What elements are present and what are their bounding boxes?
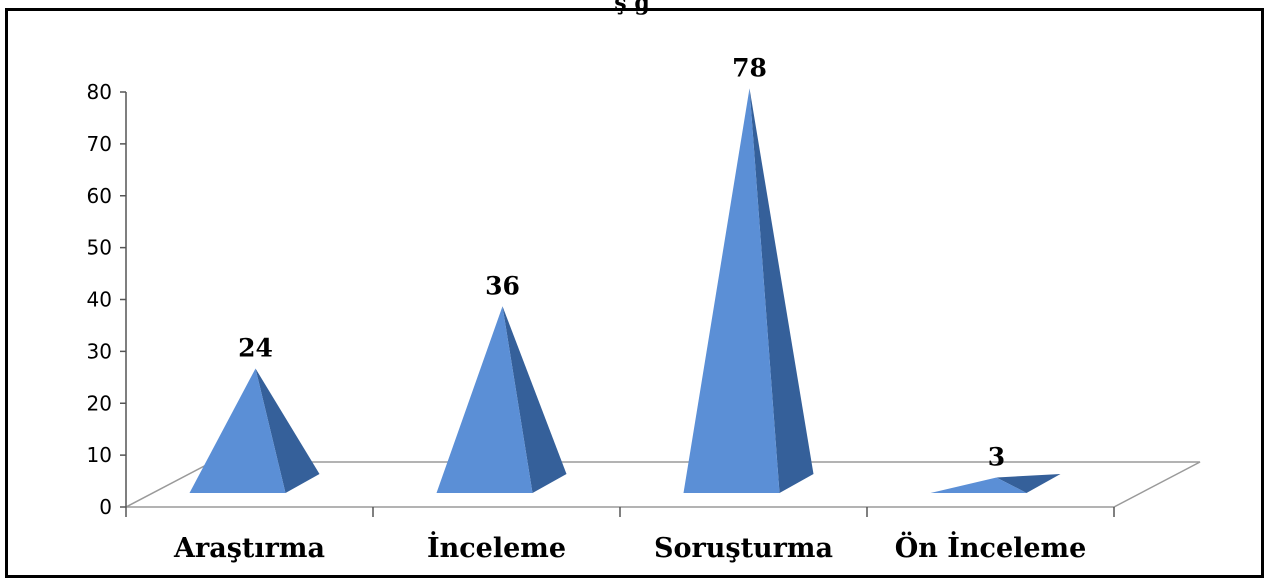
x-axis: Araştırma İnceleme Soruşturma Ön İnceleme — [125, 507, 1115, 564]
chart-title-fragment: ş g — [614, 0, 649, 16]
pyramid-side-face — [502, 306, 567, 493]
x-category-label: Soruşturma — [654, 533, 833, 564]
data-labels: 24 36 78 3 — [238, 53, 1005, 471]
y-tick-label: 40 — [87, 288, 112, 312]
data-label: 78 — [732, 53, 767, 82]
x-category-label: Ön İnceleme — [895, 530, 1087, 564]
data-label: 24 — [238, 334, 273, 363]
pyramid-front-face — [436, 306, 533, 493]
y-axis: 0 10 20 30 40 50 60 70 80 — [87, 80, 127, 519]
data-label: 3 — [988, 442, 1005, 471]
chart-floor — [125, 461, 1201, 508]
pyramid-front-face — [930, 477, 1027, 493]
y-tick-label: 50 — [87, 236, 112, 260]
bars — [189, 88, 1061, 493]
x-category-label: Araştırma — [173, 533, 325, 564]
y-tick-label: 0 — [99, 495, 112, 519]
y-tick-label: 70 — [87, 132, 112, 156]
pyramid-bar — [930, 474, 1061, 493]
y-tick-label: 20 — [87, 391, 112, 415]
pyramid-side-face — [749, 88, 814, 493]
data-label: 36 — [485, 271, 520, 300]
pyramid-side-face — [996, 474, 1061, 493]
pyramid-bar — [683, 88, 814, 493]
pyramid-front-face — [189, 368, 286, 493]
y-tick-label: 80 — [87, 80, 112, 104]
pyramid-bar — [436, 306, 567, 493]
pyramid-side-face — [255, 368, 320, 493]
pyramid-front-face — [683, 88, 780, 493]
y-tick-label: 10 — [87, 443, 112, 467]
floor-plane — [125, 461, 1201, 508]
pyramid-bar — [189, 368, 320, 493]
y-tick-label: 30 — [87, 339, 112, 363]
x-category-label: İnceleme — [427, 530, 566, 564]
y-tick-label: 60 — [87, 184, 112, 208]
